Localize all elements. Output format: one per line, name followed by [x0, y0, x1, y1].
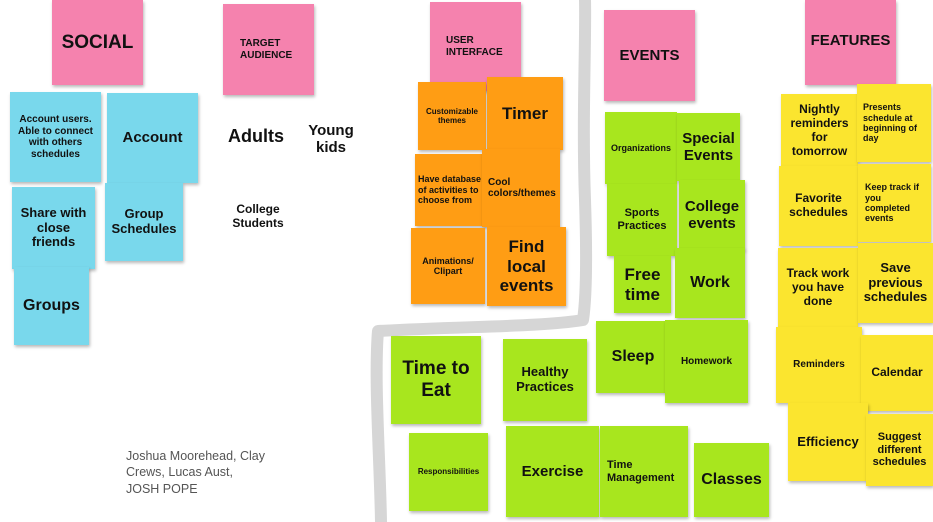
note-responsibilities: Responsibilities — [409, 433, 488, 511]
note-account-users: Account users. Able to connect with othe… — [10, 92, 101, 182]
note-efficiency: Efficiency — [788, 403, 868, 481]
note-homework: Homework — [665, 320, 748, 403]
note-favorite-schedules: Favorite schedules — [779, 166, 858, 246]
note-account: Account — [107, 93, 198, 183]
note-college-events: College events — [679, 180, 745, 250]
note-presents-schedule: Presents schedule at beginning of day — [857, 84, 931, 162]
note-activity-database: Have database of activities to choose fr… — [415, 154, 486, 226]
note-group-schedules: Group Schedules — [105, 183, 183, 261]
note-organizations: Organizations — [605, 112, 677, 184]
note-sports-practices: Sports Practices — [607, 184, 677, 256]
note-nightly-reminders: Nightly reminders for tomorrow — [781, 94, 858, 168]
note-time-management: Time Management — [600, 426, 688, 517]
header-user-interface: USER INTERFACE — [430, 2, 521, 91]
note-free-time: Free time — [614, 256, 671, 313]
note-reminders: Reminders — [776, 327, 862, 403]
note-time-to-eat: Time to Eat — [391, 336, 481, 424]
note-keep-track: Keep track if you completed events — [858, 164, 931, 242]
note-work: Work — [675, 248, 745, 318]
audience-adults: Adults — [228, 126, 284, 146]
note-save-previous: Save previous schedules — [858, 243, 933, 323]
note-find-local-events: Find local events — [487, 227, 566, 306]
header-features: FEATURES — [805, 0, 896, 85]
note-sleep: Sleep — [596, 321, 670, 393]
authors-text: Joshua Moorehead, Clay Crews, Lucas Aust… — [126, 449, 265, 496]
note-track-work: Track work you have done — [778, 248, 858, 328]
note-animations-clipart: Animations/ Clipart — [411, 228, 485, 304]
note-timer: Timer — [487, 77, 563, 150]
header-social: SOCIAL — [52, 0, 143, 85]
note-special-events: Special Events — [677, 113, 740, 181]
note-share-close-friends: Share with close friends — [12, 187, 95, 269]
note-exercise: Exercise — [506, 426, 599, 517]
note-healthy-practices: Healthy Practices — [503, 339, 587, 421]
note-groups: Groups — [14, 267, 89, 345]
header-target-audience: TARGET AUDIENCE — [223, 4, 314, 95]
note-suggest-different: Suggest different schedules — [866, 414, 933, 486]
audience-young-kids: Young kids — [308, 122, 354, 157]
note-customizable-themes: Customizable themes — [418, 82, 486, 150]
audience-college-students: College Students — [232, 202, 284, 230]
header-events: EVENTS — [604, 10, 695, 101]
note-cool-colors: Cool colors/themes — [482, 149, 560, 227]
note-classes: Classes — [694, 443, 769, 517]
note-calendar: Calendar — [861, 335, 933, 411]
